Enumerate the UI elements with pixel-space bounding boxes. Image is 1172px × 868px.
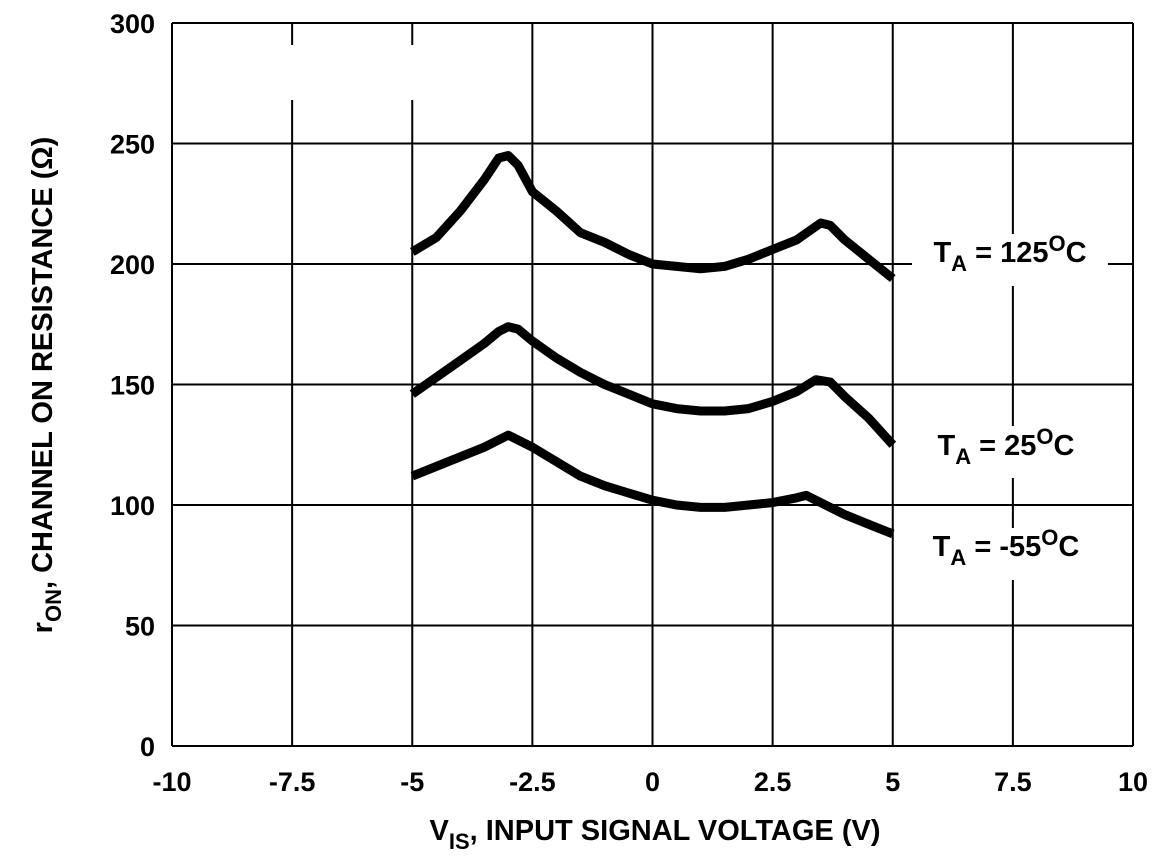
y-tick-label: 250 <box>110 130 155 160</box>
x-tick-label: 2.5 <box>754 767 792 797</box>
y-tick-label: 100 <box>110 491 155 521</box>
x-tick-label: -2.5 <box>509 767 556 797</box>
x-tick-label: 10 <box>1118 767 1148 797</box>
x-tick-label: 7.5 <box>994 767 1032 797</box>
x-tick-label: -7.5 <box>269 767 316 797</box>
x-axis-label: VIS, INPUT SIGNAL VOLTAGE (V) <box>430 815 881 854</box>
grid <box>171 22 1134 747</box>
series-label-1: TA = 25OC <box>938 424 1075 469</box>
series-lines <box>409 151 897 539</box>
series-label-bg <box>912 528 1108 580</box>
y-axis-label: rON, CHANNEL ON RESISTANCE (Ω) <box>27 137 66 634</box>
series-label-bg <box>912 234 1108 286</box>
y-tick-label: 0 <box>140 732 155 762</box>
series-line-2 <box>410 430 895 539</box>
y-tick-label: 300 <box>110 9 155 39</box>
y-tick-label: 50 <box>125 612 155 642</box>
x-tick-label: -10 <box>152 767 191 797</box>
series-line-0 <box>409 151 896 283</box>
x-tick-label: 5 <box>885 767 900 797</box>
x-tick-label: -5 <box>400 767 424 797</box>
series-label-2: TA = -55OC <box>933 525 1080 570</box>
series-label-bg <box>918 426 1102 478</box>
y-tick-label: 150 <box>110 371 155 401</box>
tick-labels: -10 -7.5 -5 -2.5 0 2.5 5 7.5 1005010015020025030… <box>110 9 1148 797</box>
series-label-0: TA = 125OC <box>933 231 1086 276</box>
series-labels: TA = 125OC TA = 25OC TA = -55OC <box>912 231 1108 580</box>
x-tick-label: 0 <box>645 767 660 797</box>
series-line-1 <box>409 322 897 448</box>
y-tick-label: 200 <box>110 250 155 280</box>
